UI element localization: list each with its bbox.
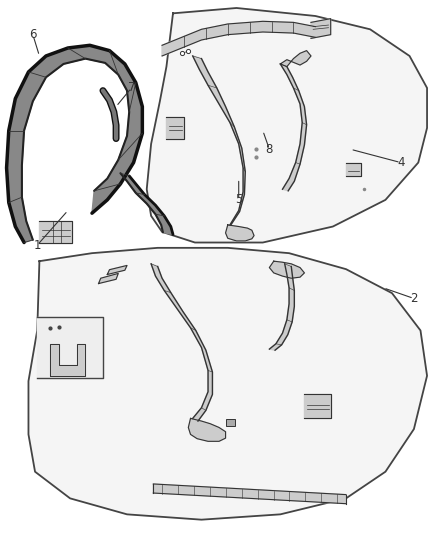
Polygon shape bbox=[269, 261, 304, 278]
Polygon shape bbox=[166, 117, 184, 139]
Polygon shape bbox=[188, 418, 226, 441]
Polygon shape bbox=[280, 51, 311, 67]
Text: 8: 8 bbox=[266, 143, 273, 156]
Polygon shape bbox=[147, 8, 427, 243]
Polygon shape bbox=[151, 264, 212, 421]
Polygon shape bbox=[193, 56, 245, 225]
Polygon shape bbox=[153, 484, 346, 504]
Polygon shape bbox=[99, 273, 118, 284]
Polygon shape bbox=[7, 45, 142, 243]
Text: 4: 4 bbox=[397, 156, 405, 169]
Text: 6: 6 bbox=[29, 28, 37, 41]
Polygon shape bbox=[39, 221, 72, 243]
Polygon shape bbox=[162, 21, 315, 56]
Polygon shape bbox=[28, 248, 427, 520]
Polygon shape bbox=[311, 19, 331, 38]
Polygon shape bbox=[346, 163, 361, 176]
Polygon shape bbox=[107, 265, 127, 274]
Text: 7: 7 bbox=[127, 82, 135, 94]
Polygon shape bbox=[37, 317, 103, 378]
Text: 1: 1 bbox=[33, 239, 41, 252]
Text: 5: 5 bbox=[235, 193, 242, 206]
Polygon shape bbox=[304, 394, 331, 418]
Polygon shape bbox=[280, 64, 307, 191]
Bar bbox=[226, 419, 235, 426]
Text: 2: 2 bbox=[410, 292, 418, 305]
Polygon shape bbox=[50, 344, 85, 376]
Polygon shape bbox=[269, 264, 294, 350]
Polygon shape bbox=[120, 173, 173, 235]
Polygon shape bbox=[226, 225, 254, 241]
